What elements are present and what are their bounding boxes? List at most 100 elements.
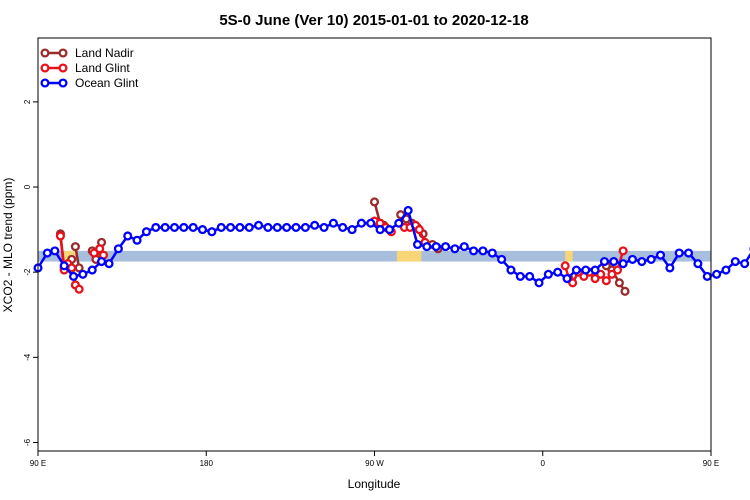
y-axis-label: XCO2 - MLO trend (ppm) (1, 178, 15, 313)
land-band-segment-1 (396, 250, 422, 262)
data-point (300, 222, 310, 233)
series-land-nadir (55, 197, 630, 296)
data-point (50, 246, 60, 256)
data-point (68, 271, 79, 281)
legend-item-2: Ocean Glint (40, 76, 139, 90)
data-point (216, 222, 226, 233)
data-point (712, 269, 722, 279)
data-point (590, 274, 600, 284)
data-point (282, 222, 292, 233)
data-point (59, 261, 69, 271)
data-point (151, 222, 161, 233)
data-point (534, 278, 544, 288)
data-point (607, 269, 617, 279)
y-tick-label: -6 (23, 438, 32, 446)
data-point (141, 227, 151, 237)
legend-swatch-marker (58, 78, 68, 88)
data-point (70, 242, 80, 252)
data-point (319, 222, 329, 233)
ocean-band (38, 250, 711, 262)
data-point (612, 265, 623, 275)
data-point (272, 222, 282, 233)
data-point (328, 218, 338, 228)
data-point (609, 256, 619, 267)
data-point (702, 271, 712, 281)
data-point (394, 218, 404, 228)
data-point (291, 222, 301, 233)
x-tick-label: 90 W (365, 459, 384, 468)
data-point (440, 242, 451, 252)
data-point (560, 261, 570, 271)
data-point (614, 278, 624, 288)
data-point (627, 254, 638, 264)
chart-title: 5S-0 June (Ver 10) 2015-01-01 to 2020-12… (219, 12, 528, 29)
plot-frame (37, 37, 712, 452)
data-point (160, 222, 170, 233)
legend-item-1: Land Glint (40, 61, 130, 75)
data-point (244, 222, 254, 233)
data-point (132, 235, 142, 245)
axis-layer: 90 E 180 90 W 0 90 E 2 0 -2 -4 -6 (23, 99, 719, 468)
data-point (601, 276, 611, 286)
legend-label: Land Glint (75, 61, 130, 75)
data-point (581, 265, 591, 275)
data-point (422, 242, 432, 252)
data-point (674, 248, 684, 258)
data-point (42, 248, 52, 258)
data-point (113, 244, 123, 254)
data-point (655, 250, 666, 260)
series-ocean-glint (33, 205, 750, 288)
data-point (263, 222, 273, 233)
data-point (412, 239, 423, 250)
data-point (637, 256, 647, 267)
data-point (369, 197, 380, 207)
data-point (89, 248, 99, 258)
y-tick-label: 2 (23, 99, 32, 104)
data-point (590, 265, 600, 275)
data-point (356, 218, 366, 228)
legend-swatch-marker (58, 63, 68, 73)
data-point (188, 222, 198, 233)
data-point (104, 259, 114, 269)
legend-swatch-marker (58, 48, 68, 58)
data-point (562, 274, 572, 284)
data-point (478, 246, 488, 256)
data-point (459, 242, 469, 252)
data-point (543, 269, 553, 279)
data-point (97, 256, 107, 267)
data-point (375, 225, 385, 235)
x-tick-label: 90 E (30, 459, 46, 468)
data-point (338, 222, 348, 233)
data-point (693, 259, 703, 269)
data-point (599, 256, 609, 267)
data-point (571, 265, 581, 275)
data-point (596, 269, 606, 279)
x-axis-label: Longitude (348, 477, 401, 491)
data-point (95, 244, 105, 254)
legend-item-0: Land Nadir (40, 46, 134, 60)
data-point (197, 225, 208, 235)
land-band-segment-2 (565, 250, 573, 262)
data-point (618, 246, 628, 256)
legend-label: Land Nadir (75, 46, 134, 60)
data-point (665, 263, 675, 273)
data-point (721, 265, 731, 275)
x-tick-label: 0 (541, 459, 546, 468)
data-point (515, 271, 525, 281)
data-point (87, 265, 97, 275)
data-point (730, 256, 740, 267)
data-point (487, 248, 497, 258)
data-point (347, 225, 357, 235)
data-point (235, 222, 245, 233)
y-tick-label: -2 (23, 268, 32, 276)
data-point (553, 267, 563, 277)
data-point (497, 254, 507, 264)
data-point (123, 231, 133, 241)
data-point (414, 225, 424, 235)
legend-swatch-marker (40, 48, 50, 58)
series-line-2-0 (36, 209, 750, 285)
data-point (55, 231, 65, 241)
y-tick-label: 0 (23, 184, 32, 189)
x-tick-label: 90 E (703, 459, 719, 468)
